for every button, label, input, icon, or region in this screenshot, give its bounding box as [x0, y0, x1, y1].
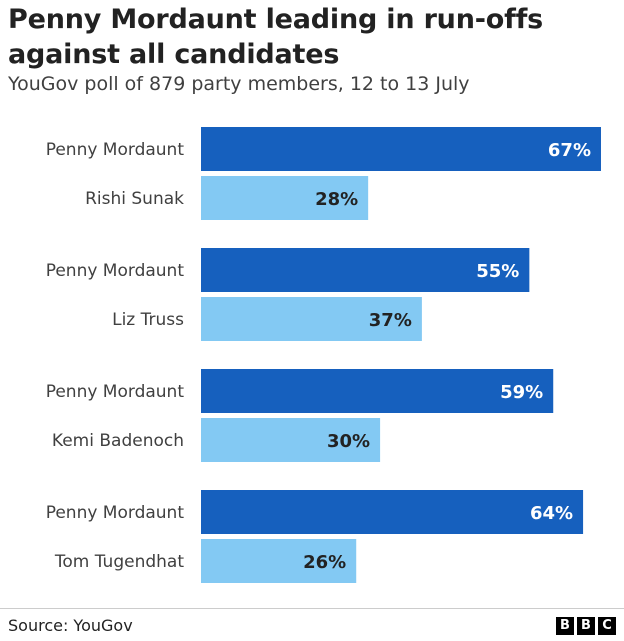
bar-leader [201, 248, 530, 292]
value-label: 26% [303, 552, 346, 573]
category-label: Penny Mordaunt [46, 140, 185, 160]
value-label: 64% [530, 503, 573, 524]
category-label: Kemi Badenoch [52, 431, 184, 451]
logo-letter-b1: B [556, 617, 574, 635]
category-label: Rishi Sunak [85, 189, 184, 209]
value-label: 59% [500, 382, 543, 403]
category-label: Penny Mordaunt [46, 503, 185, 523]
bar-challenger [201, 176, 369, 220]
bbc-logo: B B C [556, 617, 616, 635]
bar-leader [201, 369, 554, 413]
value-label: 30% [327, 431, 370, 452]
chart-title: Penny Mordaunt leading in run-offs again… [8, 4, 544, 70]
logo-letter-b2: B [577, 617, 595, 635]
chart-subtitle: YouGov poll of 879 party members, 12 to … [8, 73, 470, 95]
value-label: 28% [315, 189, 358, 210]
value-label: 37% [369, 310, 412, 331]
category-label: Penny Mordaunt [46, 382, 185, 402]
bar-chart: Penny Mordaunt 67% Rishi Sunak 28% Penny Mor… [46, 127, 601, 583]
bar-leader [201, 490, 584, 534]
value-label: 55% [476, 261, 519, 282]
category-label: Tom Tugendhat [54, 552, 184, 572]
logo-letter-c: C [598, 617, 616, 635]
bar-challenger [201, 297, 422, 341]
value-label: 67% [548, 140, 591, 161]
category-label: Penny Mordaunt [46, 261, 185, 281]
bar-leader [201, 127, 601, 171]
source-note: Source: YouGov [8, 616, 133, 635]
category-label: Liz Truss [112, 310, 184, 330]
bar-challenger [201, 539, 357, 583]
bar-challenger [201, 418, 381, 462]
footer-divider [0, 608, 624, 609]
